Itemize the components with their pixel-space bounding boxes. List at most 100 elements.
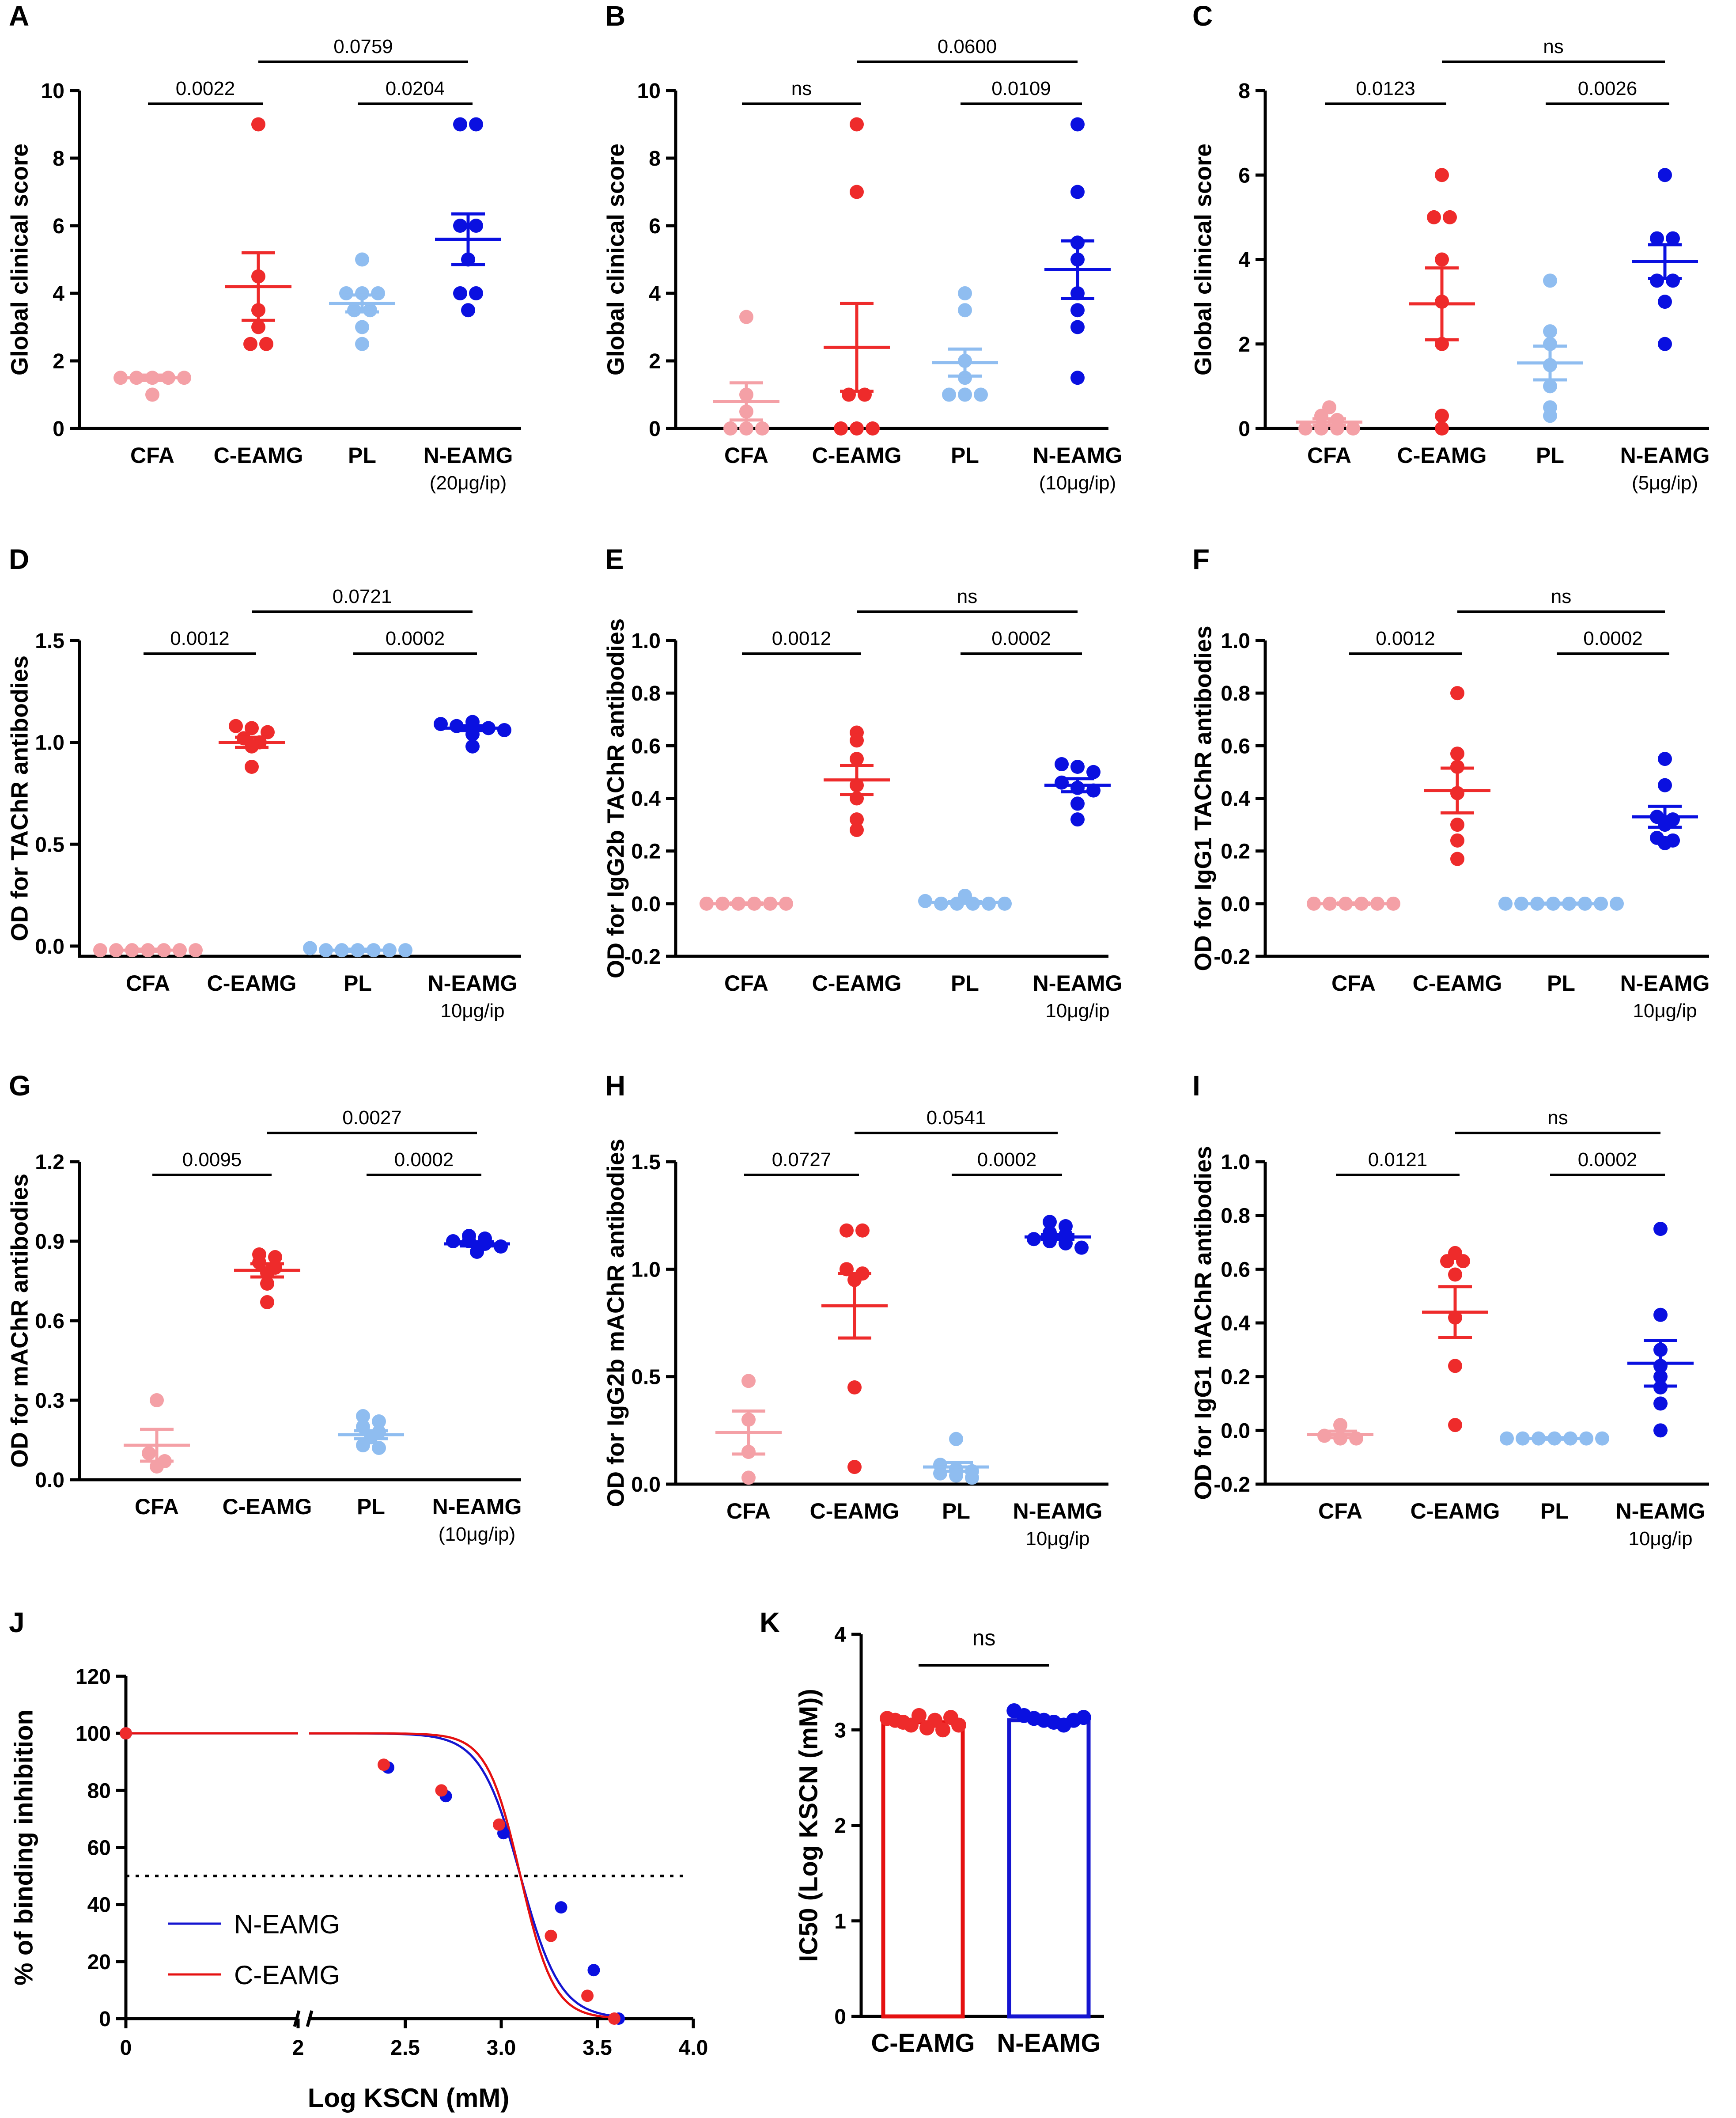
data-point-c-eamg xyxy=(435,1784,448,1797)
group-n-eamg xyxy=(1044,757,1111,827)
panel-letter: F xyxy=(1192,543,1210,575)
data-point xyxy=(951,1717,966,1733)
panel-letter: H xyxy=(605,1070,625,1102)
data-point xyxy=(1658,295,1672,309)
x-tick-label: 4.0 xyxy=(679,2036,708,2060)
data-point xyxy=(1650,273,1664,288)
data-point-n-eamg xyxy=(587,1964,600,1977)
data-point xyxy=(261,725,275,739)
significance-label: 0.0727 xyxy=(772,1149,832,1171)
data-point xyxy=(847,1380,862,1394)
y-tick-label: 0.6 xyxy=(1221,1258,1250,1281)
significance-label: ns xyxy=(957,586,977,607)
significance-label: ns xyxy=(1551,586,1571,607)
panel-letter: K xyxy=(760,1606,780,1638)
data-point xyxy=(243,337,257,351)
data-point xyxy=(1070,371,1085,385)
category-label: PL xyxy=(1536,443,1564,468)
y-tick-label: 1.0 xyxy=(631,629,661,653)
data-point xyxy=(356,1438,370,1452)
y-axis-label: OD for IgG1 mAChR antibodies xyxy=(1190,1146,1216,1500)
significance-label: ns xyxy=(791,78,812,99)
data-point xyxy=(850,185,864,199)
group-c-eamg xyxy=(1409,168,1475,436)
y-axis-label: Global clinical score xyxy=(1190,144,1216,375)
data-point xyxy=(1450,746,1464,761)
y-tick-label: -0.2 xyxy=(1214,1473,1250,1497)
data-point xyxy=(150,1393,164,1407)
category-label: C-EAMG xyxy=(871,2029,975,2057)
group-cfa xyxy=(93,943,203,958)
y-tick-label: -0.2 xyxy=(624,945,661,969)
group-c-eamg xyxy=(234,1247,300,1309)
data-point xyxy=(739,421,753,436)
data-point xyxy=(1055,757,1069,772)
category-sublabel: (10μg/ip) xyxy=(439,1523,516,1545)
group-pl xyxy=(1498,896,1624,911)
y-tick-label: 0 xyxy=(834,2005,846,2029)
data-point xyxy=(1086,765,1101,779)
significance-label: 0.0204 xyxy=(386,78,445,99)
data-point xyxy=(268,1250,282,1264)
category-label: PL xyxy=(348,443,376,468)
category-label: N-EAMG xyxy=(1033,971,1123,996)
y-tick-label: 0.6 xyxy=(631,735,661,758)
data-point xyxy=(1070,185,1085,199)
x-tick-label: 3.5 xyxy=(582,2036,612,2060)
group-n-eamg xyxy=(1627,1222,1694,1438)
significance-label: 0.0027 xyxy=(342,1107,402,1129)
y-tick-label: 4 xyxy=(1238,249,1250,272)
significance-label: 0.0121 xyxy=(1368,1149,1428,1171)
significance-label: 0.0600 xyxy=(938,36,997,57)
panel-e: E -0.2 0.0 0.2 0.4 0.6 0.8 1.0OD for IgG2b TACh… xyxy=(602,543,1122,1022)
y-tick-label: 0.0 xyxy=(1221,1419,1250,1443)
category-label: N-EAMG xyxy=(1013,1499,1103,1523)
y-axis-label: % of binding inhibition xyxy=(9,1709,38,1985)
data-point xyxy=(251,320,265,334)
significance-label: 0.0002 xyxy=(1578,1149,1638,1171)
group-c-eamg xyxy=(1422,1246,1488,1432)
data-point xyxy=(1594,896,1608,911)
data-point xyxy=(700,896,714,911)
category-label: N-EAMG xyxy=(1033,443,1123,468)
y-tick-label: 0.2 xyxy=(1221,1366,1250,1389)
panel-j: J 0 20 40 60 80 100 120 0 2 2.5 3.0 3.5 4.0 % of bindi… xyxy=(9,1606,708,2113)
x-tick-label: 0 xyxy=(120,2036,132,2060)
significance-label: 0.0022 xyxy=(176,78,235,99)
y-tick-label: 0.2 xyxy=(1221,840,1250,864)
group-cfa xyxy=(700,896,793,911)
data-point xyxy=(1435,421,1449,436)
data-point xyxy=(1658,778,1672,792)
y-tick-label: 2 xyxy=(53,350,64,373)
y-tick-label: -0.2 xyxy=(1214,945,1250,969)
data-point xyxy=(958,286,972,300)
data-point xyxy=(850,117,864,132)
category-label: CFA xyxy=(726,1499,771,1523)
data-point xyxy=(974,387,988,402)
panel-c: C 0 2 4 6 8 Global clinical score CFA C-EAMG PL N-… xyxy=(1190,0,1710,494)
fit-curve-n-eamg xyxy=(309,1732,617,2018)
category-label: N-EAMG xyxy=(1620,971,1710,996)
panel-letter: B xyxy=(605,0,625,32)
data-point xyxy=(453,286,467,300)
legend-label: C-EAMG xyxy=(234,1960,340,1990)
y-tick-label: 2 xyxy=(1238,333,1250,356)
group-pl xyxy=(303,941,412,958)
data-point xyxy=(1448,1418,1462,1432)
panel-k: K 0 1 2 3 4 IC50 (Log KSCN (mM)) C-EAMG N-EAMG ns xyxy=(760,1606,1104,2057)
data-point xyxy=(1653,1222,1668,1236)
data-point xyxy=(741,1470,756,1485)
y-tick-label: 80 xyxy=(87,1779,111,1803)
y-tick-label: 10 xyxy=(41,80,64,103)
significance-label: 0.0002 xyxy=(394,1149,454,1171)
y-tick-label: 0.4 xyxy=(1221,788,1250,811)
data-point xyxy=(1027,1232,1041,1247)
data-point xyxy=(1543,324,1557,339)
x-tick-label: 2 xyxy=(292,2036,304,2060)
y-tick-label: 0 xyxy=(53,417,64,441)
data-point-c-eamg xyxy=(378,1758,390,1771)
panel-letter: C xyxy=(1192,0,1213,32)
group-cfa xyxy=(1307,896,1400,911)
group-c-eamg xyxy=(1424,686,1490,866)
data-point xyxy=(1514,896,1528,911)
